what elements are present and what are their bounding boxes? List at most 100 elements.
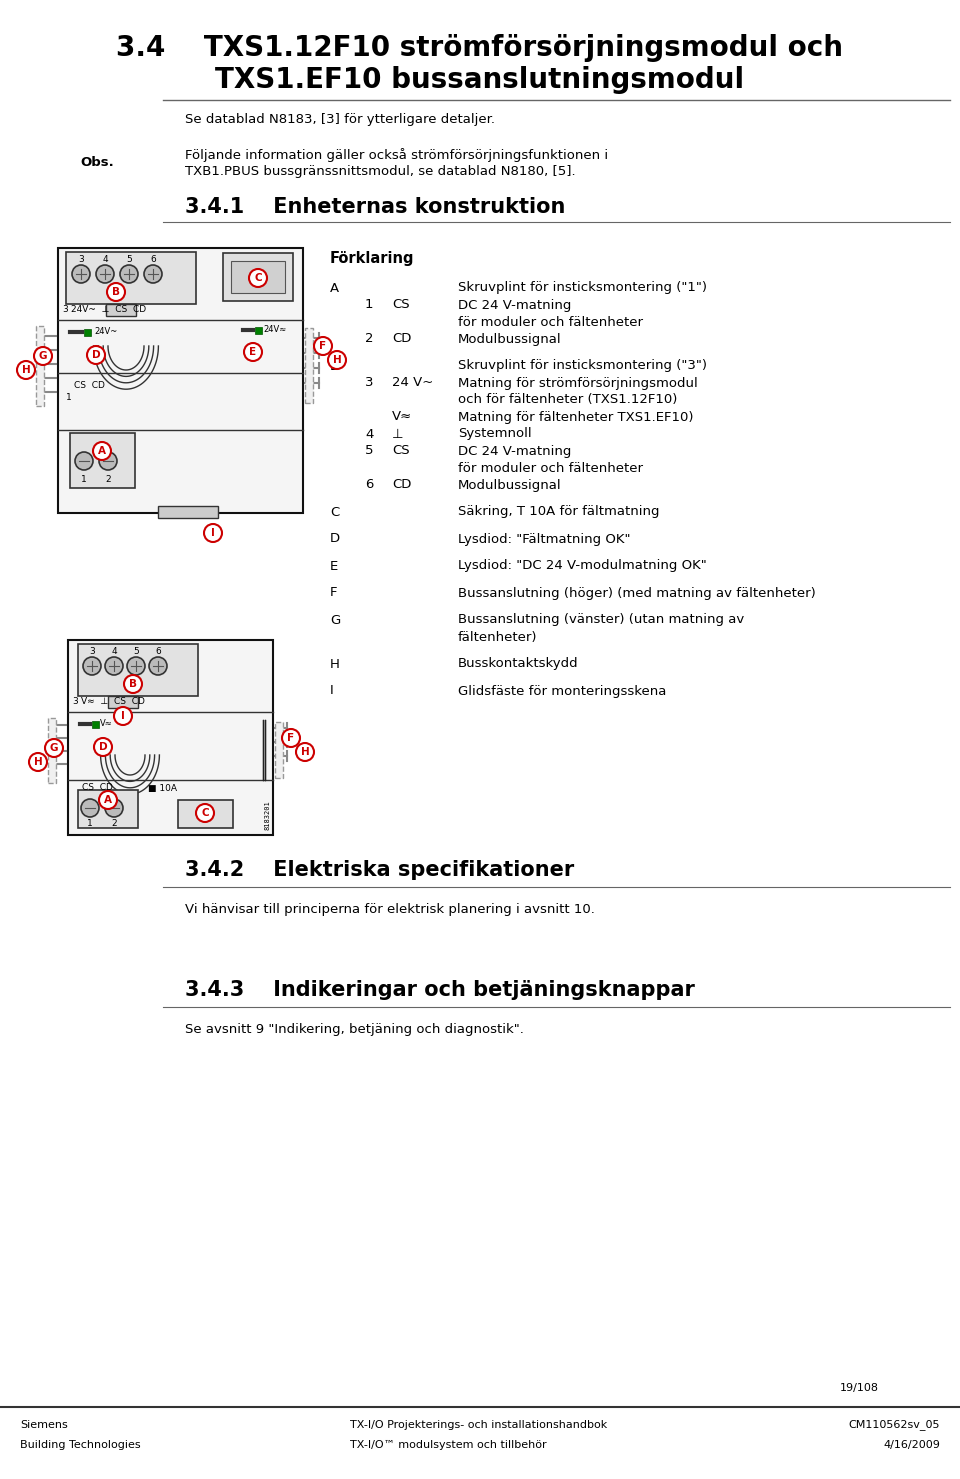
Bar: [68, 640, 273, 836]
Text: 1: 1: [365, 299, 373, 312]
Text: CD: CD: [392, 333, 412, 346]
Text: 2: 2: [111, 818, 117, 827]
Text: E: E: [330, 559, 338, 572]
Text: H: H: [34, 757, 42, 768]
Circle shape: [75, 453, 93, 470]
Text: Matning för fältenheter TXS1.EF10): Matning för fältenheter TXS1.EF10): [458, 411, 693, 423]
Text: A: A: [98, 447, 106, 456]
Text: F: F: [287, 734, 295, 742]
Circle shape: [105, 657, 123, 674]
Text: Modulbussignal: Modulbussignal: [458, 333, 562, 346]
Text: V≈: V≈: [100, 719, 112, 729]
Text: B: B: [330, 359, 339, 373]
Text: CS: CS: [392, 299, 410, 312]
Text: 1: 1: [66, 393, 72, 402]
Bar: [92, 720, 99, 728]
Bar: [231, 260, 285, 293]
Text: H: H: [330, 658, 340, 670]
Text: 3: 3: [365, 377, 373, 389]
Text: F: F: [330, 587, 338, 599]
Text: Bussanslutning (höger) (med matning av fältenheter): Bussanslutning (höger) (med matning av f…: [458, 587, 816, 599]
Text: Busskontaktskydd: Busskontaktskydd: [458, 658, 579, 670]
Text: H: H: [300, 747, 309, 757]
Text: I: I: [121, 711, 125, 720]
Bar: [36, 325, 44, 407]
Circle shape: [328, 351, 346, 368]
Circle shape: [96, 265, 114, 282]
Text: G: G: [50, 742, 59, 753]
Text: H: H: [332, 355, 342, 365]
Text: CS  CD: CS CD: [74, 382, 105, 390]
Text: B: B: [129, 679, 137, 689]
Bar: [78, 790, 138, 828]
Text: ⊥: ⊥: [392, 427, 403, 441]
Text: Skruvplint för insticksmontering ("3"): Skruvplint för insticksmontering ("3"): [458, 359, 707, 373]
Text: 3.4.3    Indikeringar och betjäningsknappar: 3.4.3 Indikeringar och betjäningsknappar: [185, 981, 695, 1000]
Text: D: D: [92, 351, 100, 359]
Text: 24 V~: 24 V~: [392, 377, 433, 389]
Text: G: G: [330, 614, 340, 627]
Text: 3.4.1    Enheternas konstruktion: 3.4.1 Enheternas konstruktion: [185, 197, 565, 217]
Text: V≈: V≈: [392, 411, 412, 423]
Text: CS  CD: CS CD: [82, 784, 113, 793]
Text: D: D: [330, 532, 340, 546]
Text: 19/108: 19/108: [840, 1383, 879, 1393]
Text: 6: 6: [365, 479, 373, 491]
Text: A: A: [330, 281, 339, 294]
Text: och för fältenheter (TXS1.12F10): och för fältenheter (TXS1.12F10): [458, 393, 678, 407]
Text: 24V~: 24V~: [94, 327, 117, 337]
Text: 6: 6: [156, 648, 161, 657]
Text: Följande information gäller också strömförsörjningsfunktionen i: Följande information gäller också strömf…: [185, 148, 608, 163]
Text: Modulbussignal: Modulbussignal: [458, 479, 562, 491]
Text: 2: 2: [106, 475, 110, 484]
Circle shape: [296, 742, 314, 762]
Text: 2: 2: [365, 333, 373, 346]
Circle shape: [144, 265, 162, 282]
Circle shape: [127, 657, 145, 674]
Circle shape: [81, 799, 99, 816]
Circle shape: [105, 799, 123, 816]
Text: 5: 5: [133, 648, 139, 657]
Circle shape: [124, 674, 142, 694]
Circle shape: [249, 269, 267, 287]
Bar: [108, 697, 138, 708]
Text: 3: 3: [89, 648, 95, 657]
Text: Lysdiod: "Fältmatning OK": Lysdiod: "Fältmatning OK": [458, 532, 631, 546]
Text: 3: 3: [72, 698, 78, 707]
Text: Se avsnitt 9 "Indikering, betjäning och diagnostik".: Se avsnitt 9 "Indikering, betjäning och …: [185, 1023, 524, 1037]
Text: Se datablad N8183, [3] för ytterligare detaljer.: Se datablad N8183, [3] för ytterligare d…: [185, 114, 495, 127]
Text: C: C: [330, 506, 339, 519]
Circle shape: [94, 738, 112, 756]
Text: Bussanslutning (vänster) (utan matning av: Bussanslutning (vänster) (utan matning a…: [458, 614, 744, 627]
Text: Glidsfäste för monteringsskena: Glidsfäste för monteringsskena: [458, 685, 666, 698]
Text: DC 24 V-matning: DC 24 V-matning: [458, 445, 571, 457]
Text: Skruvplint för insticksmontering ("1"): Skruvplint för insticksmontering ("1"): [458, 281, 707, 294]
Text: A: A: [104, 796, 112, 805]
Text: 8183201: 8183201: [265, 800, 271, 830]
Text: D: D: [99, 742, 108, 751]
Circle shape: [196, 805, 214, 822]
Bar: [58, 248, 303, 513]
Text: Förklaring: Förklaring: [330, 250, 415, 266]
Text: 5: 5: [126, 256, 132, 265]
Circle shape: [149, 657, 167, 674]
Text: 3: 3: [62, 306, 68, 315]
Circle shape: [120, 265, 138, 282]
Circle shape: [107, 282, 125, 302]
Bar: [106, 305, 136, 317]
Circle shape: [34, 348, 52, 365]
Text: DC 24 V-matning: DC 24 V-matning: [458, 299, 571, 312]
Circle shape: [114, 707, 132, 725]
Text: för moduler och fältenheter: för moduler och fältenheter: [458, 315, 643, 328]
Text: CM110562sv_05: CM110562sv_05: [849, 1420, 940, 1430]
Text: I: I: [211, 528, 215, 538]
Bar: [255, 327, 262, 334]
Text: TX-I/O Projekterings- och installationshandbok: TX-I/O Projekterings- och installationsh…: [350, 1420, 608, 1430]
Circle shape: [72, 265, 90, 282]
Text: TXS1.EF10 bussanslutningsmodul: TXS1.EF10 bussanslutningsmodul: [215, 67, 745, 95]
Text: ■ 10A: ■ 10A: [148, 784, 177, 793]
Text: G: G: [38, 351, 47, 361]
Circle shape: [83, 657, 101, 674]
Text: Säkring, T 10A för fältmatning: Säkring, T 10A för fältmatning: [458, 506, 660, 519]
Text: V≈  ⊥  CS  CD: V≈ ⊥ CS CD: [81, 698, 145, 707]
